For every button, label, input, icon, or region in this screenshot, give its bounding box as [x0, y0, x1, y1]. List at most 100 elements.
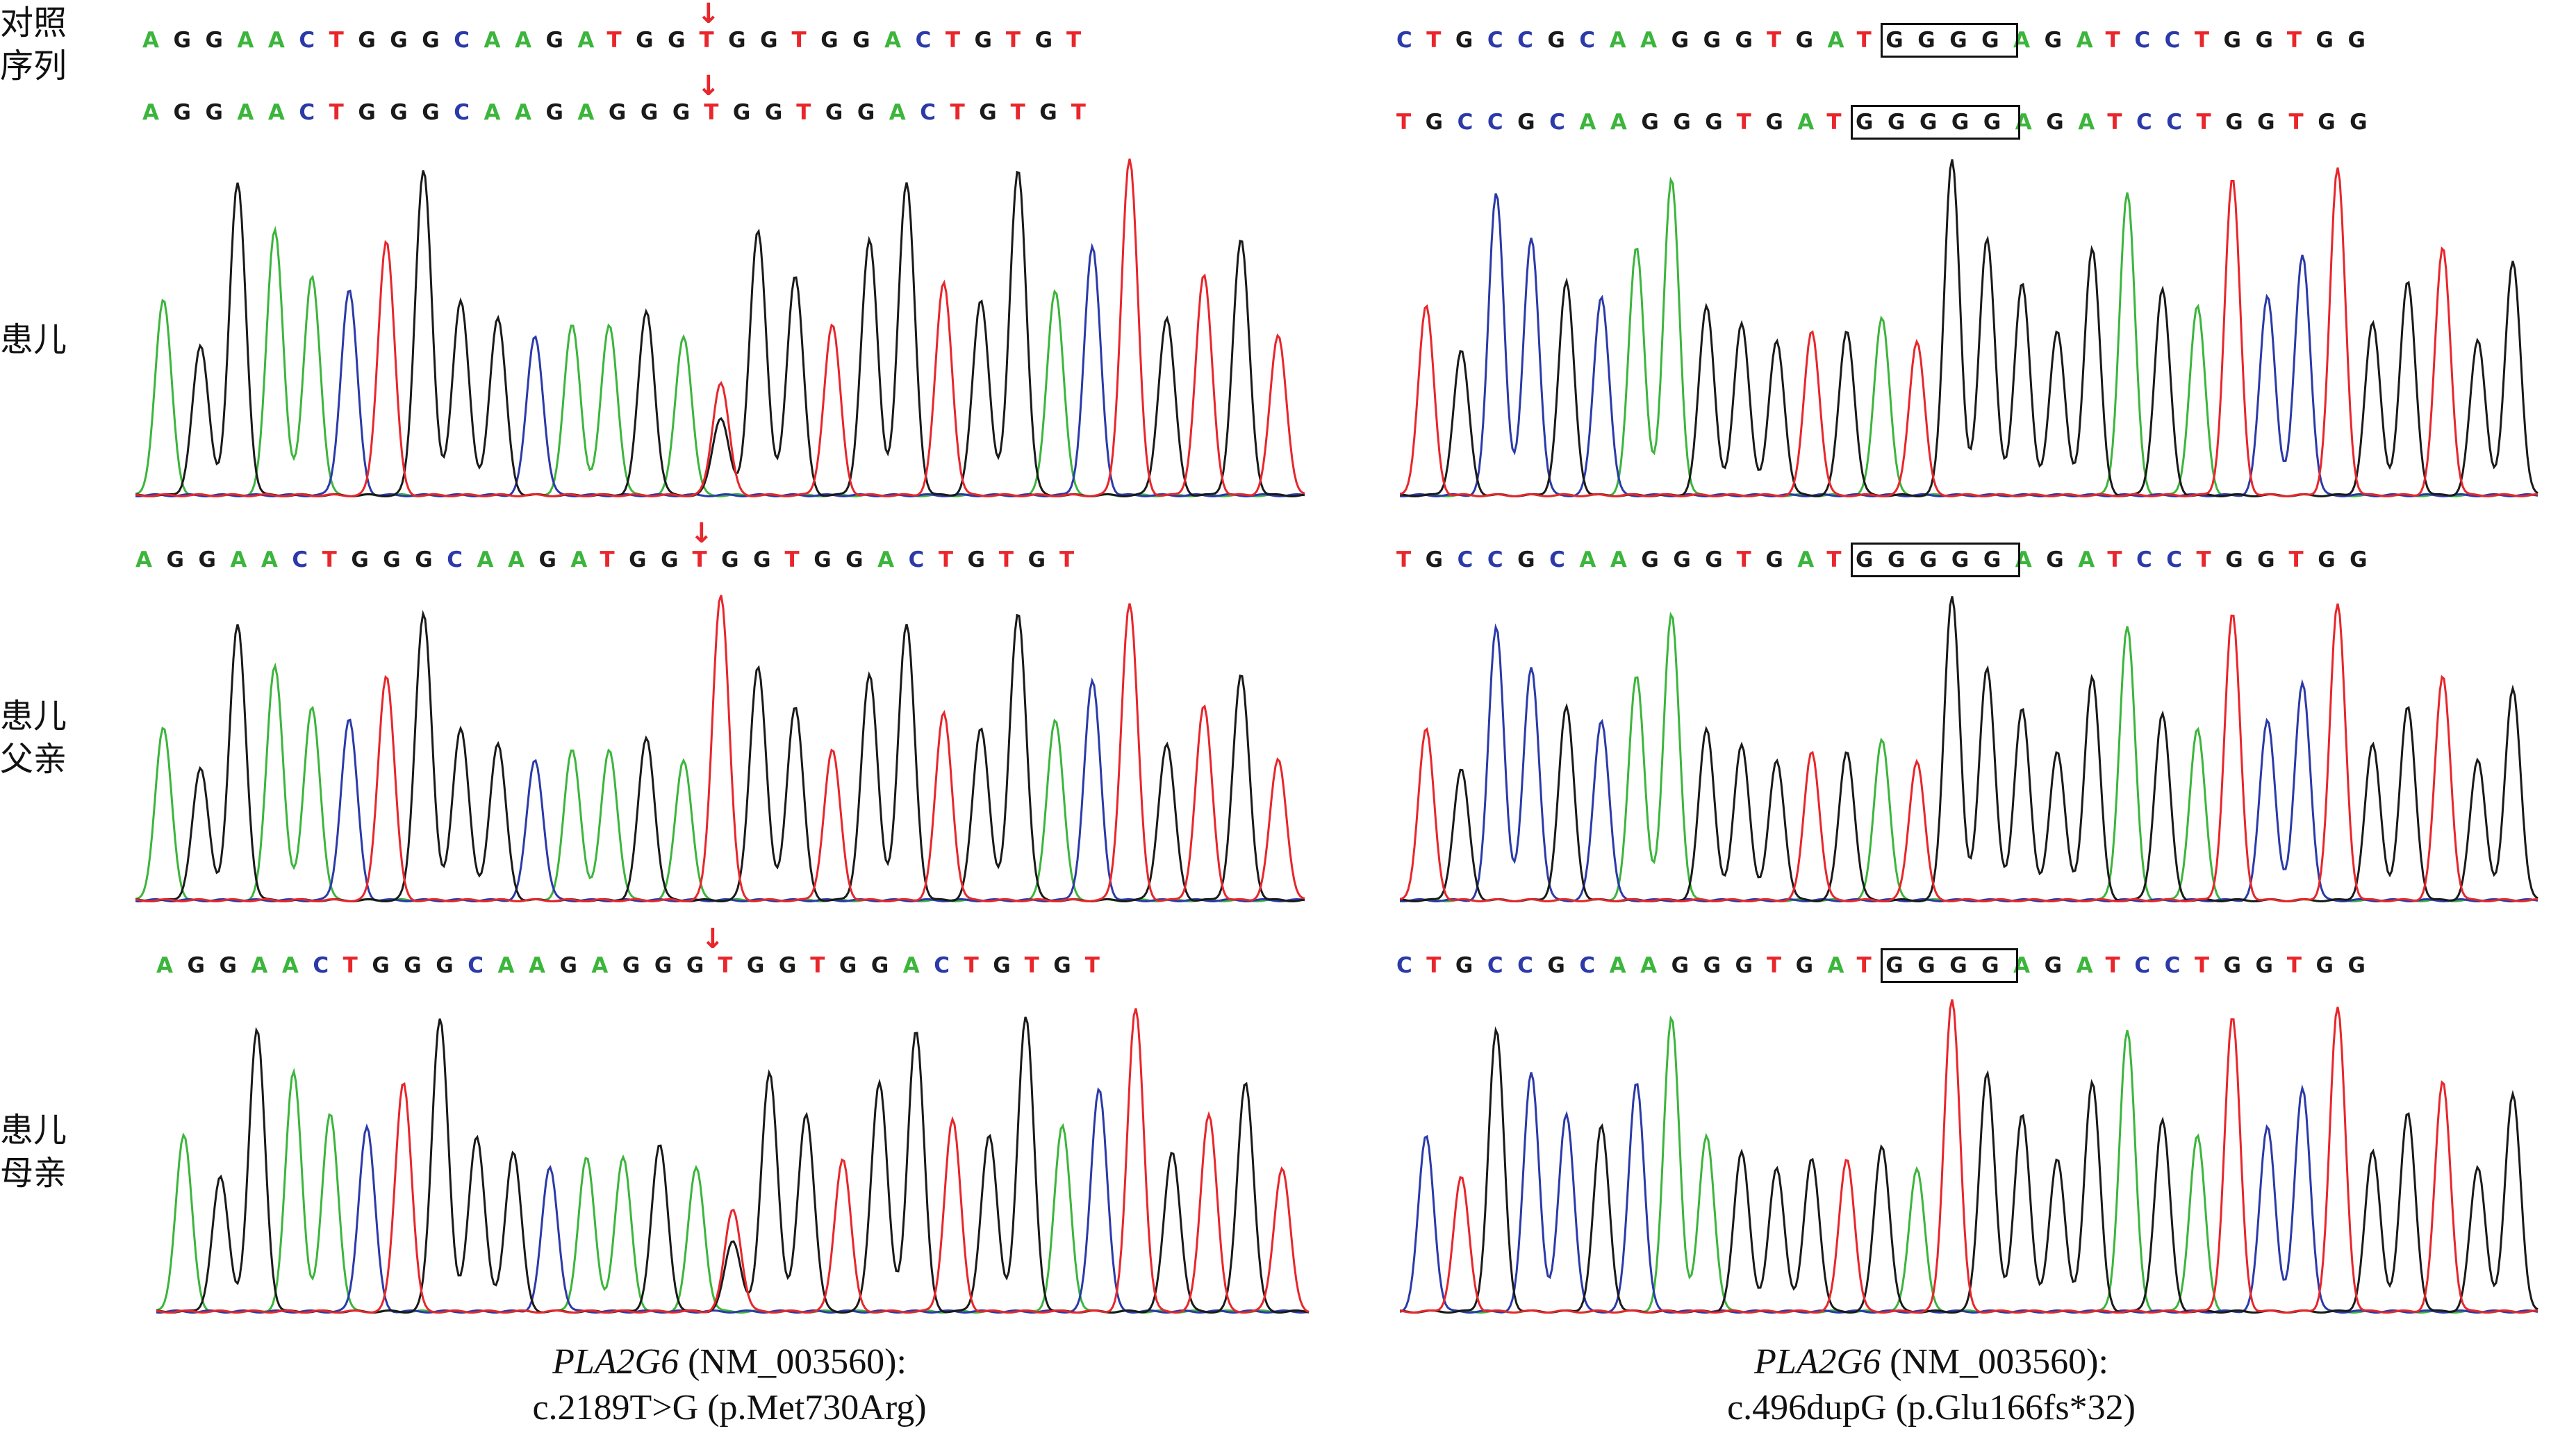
label-father: 患儿 父亲 [0, 697, 67, 779]
base-letter: G [1673, 110, 1706, 135]
base-letter: G [746, 953, 779, 978]
base-letter: G [721, 547, 754, 572]
base-letter: G [1765, 547, 1798, 572]
base-letter: G [1027, 547, 1059, 572]
base-letter: A [2013, 28, 2045, 53]
base-letter: A [497, 953, 529, 978]
base-letter: G [198, 547, 231, 572]
base-letter: G [2350, 110, 2382, 135]
base-letter: C [1517, 28, 1548, 53]
base-letter: T [718, 953, 747, 978]
base-letter: C [292, 547, 322, 572]
base-letter: C [1457, 110, 1487, 135]
base-letter: G [173, 28, 206, 53]
base-letter: A [884, 28, 916, 53]
base-letter: G [173, 100, 206, 125]
trace-G [135, 170, 1305, 498]
base-letter: G [358, 28, 390, 53]
base-letter: G [2044, 28, 2077, 53]
boxed-insertion: GGGG [1881, 23, 2019, 58]
base-letter: G [187, 953, 220, 978]
boxed-insertion: GGGG [1881, 948, 2019, 983]
base-letter: A [577, 100, 609, 125]
mutation-arrow-control: ↓ [697, 0, 720, 30]
trace-A [156, 1068, 1310, 1314]
base-letter: T [1010, 100, 1040, 125]
base-letter: C [2164, 953, 2195, 978]
base-letter: T [1736, 110, 1766, 135]
base-letter: T [322, 547, 352, 572]
base-letter: G [1765, 110, 1798, 135]
base-letter: C [1579, 953, 1610, 978]
trace-A [1400, 176, 2538, 498]
base-letter: G [1641, 110, 1674, 135]
left-patient-sequence: AGGAACTGGGCAAGAGGGTGGTGGACTGTGT [142, 99, 1100, 126]
base-letter: G [654, 953, 686, 978]
mutation-arrow-father: ↓ [690, 518, 713, 549]
base-letter: G [1671, 953, 1703, 978]
base-letter: T [2286, 28, 2316, 53]
base-letter: T [1426, 28, 1455, 53]
base-letter: G [422, 28, 454, 53]
base-letter: A [237, 100, 268, 125]
chromatogram-right-father [1400, 596, 2538, 903]
base-letter: G [415, 547, 447, 572]
base-letter: C [915, 28, 946, 53]
base-letter: C [447, 547, 477, 572]
base-letter: G [2350, 547, 2382, 572]
base-letter: A [1609, 953, 1641, 978]
base-letter: T [2105, 28, 2135, 53]
trace-A [1400, 611, 2538, 903]
base-letter: A [1609, 28, 1641, 53]
base-letter: G [857, 100, 889, 125]
base-letter: G [404, 953, 436, 978]
base-letter: G [1795, 28, 1828, 53]
base-letter: A [261, 547, 292, 572]
base-letter: C [299, 100, 329, 125]
base-letter: A [514, 28, 546, 53]
chromatogram-left-patient [135, 158, 1305, 498]
base-letter: A [135, 547, 167, 572]
base-letter: T [1066, 28, 1096, 53]
base-letter: G [728, 28, 761, 53]
base-letter: G [979, 100, 1011, 125]
base-letter: G [1951, 547, 1983, 572]
base-letter: C [2134, 953, 2165, 978]
base-letter: G [1641, 547, 1674, 572]
base-letter: C [468, 953, 498, 978]
base-letter: T [329, 28, 358, 53]
base-letter: G [1885, 28, 1918, 53]
base-letter: A [528, 953, 560, 978]
base-letter: A [570, 547, 600, 572]
base-letter: T [964, 953, 993, 978]
base-letter: A [251, 953, 282, 978]
base-letter: T [1024, 953, 1054, 978]
base-letter: A [2015, 547, 2047, 572]
base-letter: A [889, 100, 920, 125]
base-letter: G [1983, 547, 2015, 572]
caption-right-line1: PLA2G6 (NM_003560): [1514, 1339, 2348, 1385]
base-letter: C [2166, 547, 2197, 572]
base-letter: C [1517, 953, 1548, 978]
base-letter: G [1885, 953, 1918, 978]
base-letter: A [2078, 547, 2108, 572]
base-letter: A [514, 100, 546, 125]
base-letter: G [1039, 100, 1071, 125]
base-letter: G [1517, 547, 1550, 572]
base-letter: G [852, 28, 885, 53]
base-letter: G [166, 547, 199, 572]
base-letter: G [845, 547, 878, 572]
chromatogram-right-mother [1400, 999, 2538, 1314]
base-letter: G [390, 100, 422, 125]
base-letter: G [753, 547, 785, 572]
base-letter: C [313, 953, 343, 978]
base-letter: G [1425, 547, 1458, 572]
trace-G [1400, 159, 2538, 498]
base-letter: A [2015, 110, 2047, 135]
base-letter: G [1705, 110, 1737, 135]
chromatogram-left-mother [156, 1008, 1310, 1314]
caption-left: PLA2G6 (NM_003560): c.2189T>G (p.Met730A… [313, 1339, 1146, 1431]
base-letter: A [1797, 547, 1827, 572]
base-letter: G [1856, 110, 1888, 135]
base-letter: T [692, 547, 722, 572]
